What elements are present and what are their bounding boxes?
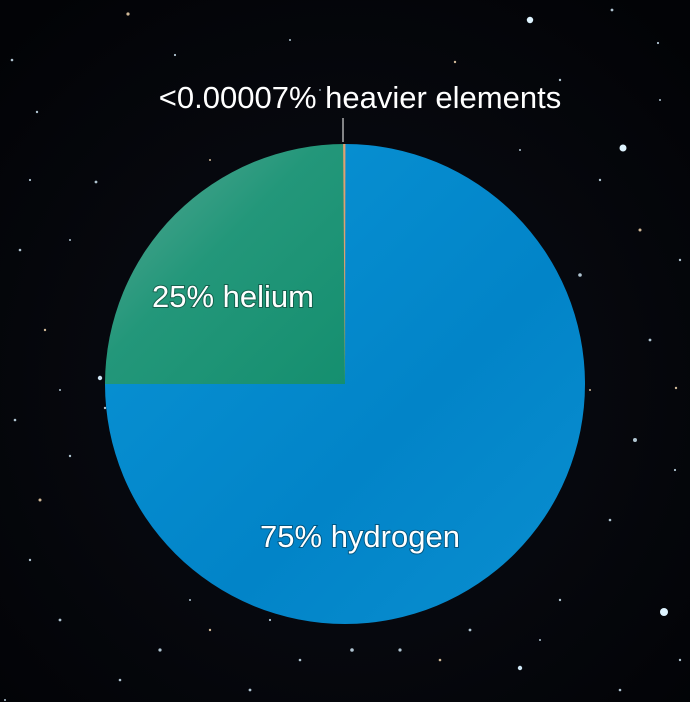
star: [526, 16, 534, 24]
star: [103, 406, 107, 410]
star: [660, 608, 668, 616]
star: [453, 60, 457, 64]
star: [68, 454, 72, 458]
star: [648, 338, 652, 342]
star: [118, 678, 122, 682]
star: [158, 648, 162, 652]
star: [350, 648, 354, 652]
star: [656, 41, 660, 45]
heavier-elements-slice: [343, 144, 346, 384]
star: [248, 688, 252, 692]
star: [97, 375, 103, 381]
star: [289, 39, 291, 41]
star: [517, 665, 523, 671]
star: [598, 178, 602, 182]
star: [4, 699, 6, 701]
star: [678, 658, 682, 662]
star: [558, 78, 562, 82]
star: [208, 628, 212, 632]
pie-slices: [105, 144, 585, 624]
star: [13, 418, 17, 422]
star: [28, 178, 32, 182]
star: [58, 618, 62, 622]
star: [35, 110, 39, 114]
star: [610, 8, 614, 12]
star: [298, 658, 302, 662]
star: [438, 658, 442, 662]
star-field: [4, 8, 682, 701]
hydrogen-slice-label: 75% hydrogen: [260, 519, 460, 554]
star: [126, 12, 130, 16]
star: [558, 598, 562, 602]
star: [659, 99, 661, 101]
star: [43, 328, 47, 332]
star: [678, 258, 682, 262]
star: [468, 628, 472, 632]
helium-slice: [105, 144, 345, 385]
star: [173, 53, 177, 57]
star: [498, 106, 502, 110]
heavier-elements-label: <0.00007% heavier elements: [159, 80, 561, 115]
star: [69, 239, 71, 241]
star: [618, 688, 622, 692]
star: [319, 89, 321, 91]
star: [539, 639, 541, 641]
star: [94, 180, 98, 184]
star: [673, 468, 677, 472]
star: [578, 273, 582, 277]
star: [608, 518, 612, 522]
star: [638, 228, 642, 232]
star: [398, 648, 402, 652]
star: [633, 438, 637, 442]
star: [189, 599, 191, 601]
star: [59, 389, 61, 391]
star: [519, 149, 521, 151]
star: [589, 389, 591, 391]
star: [674, 386, 678, 390]
star: [38, 498, 42, 502]
star: [209, 159, 211, 161]
helium-slice-label: 25% helium: [152, 279, 314, 314]
star: [619, 144, 627, 152]
star: [10, 58, 14, 62]
star: [268, 618, 272, 622]
star: [28, 558, 32, 562]
star: [18, 248, 22, 252]
